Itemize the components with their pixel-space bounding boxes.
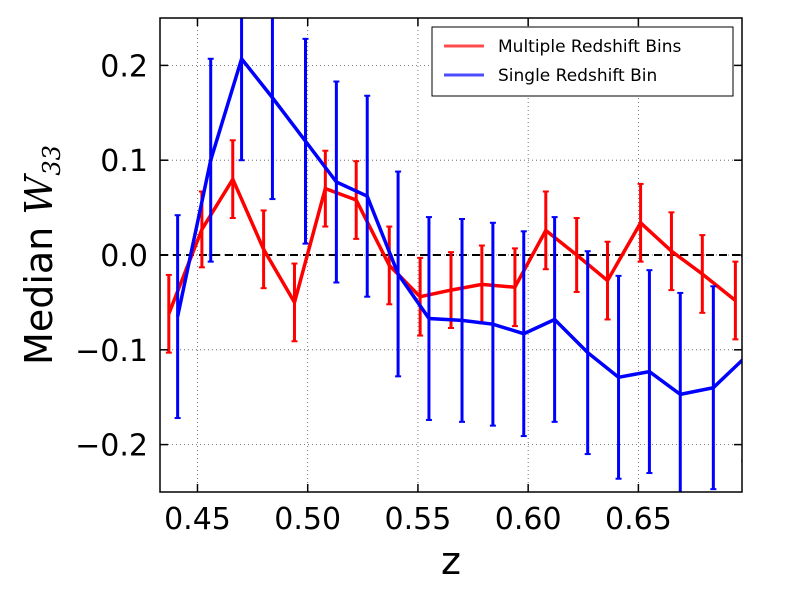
series-1 [174, 18, 742, 492]
x-tick-label: 0.60 [495, 502, 562, 537]
series-line [167, 175, 737, 315]
tick-labels: 0.45 0.50 0.55 0.60 0.65 −0.2 −0.1 0.0 0.1 0.2 [75, 49, 672, 537]
x-tick-label: 0.45 [164, 502, 231, 537]
legend-label-multiple: Multiple Redshift Bins [498, 37, 681, 57]
y-tick-label: 0.0 [100, 239, 148, 274]
y-axis-title: Median W33 [17, 145, 66, 365]
legend: Multiple Redshift Bins Single Redshift B… [431, 26, 734, 97]
series-0 [165, 139, 739, 354]
ticks [160, 18, 742, 492]
y-axis-title-subscript: 33 [38, 145, 66, 176]
legend-box [431, 26, 734, 97]
x-tick-label: 0.50 [274, 502, 341, 537]
x-tick-label: 0.55 [385, 502, 452, 537]
y-axis-title-text: Median [17, 215, 61, 365]
y-tick-label: −0.1 [75, 334, 148, 369]
legend-label-single: Single Redshift Bin [498, 66, 657, 86]
y-tick-label: −0.2 [75, 429, 148, 464]
y-axis-title-symbol: W [17, 173, 61, 215]
y-tick-label: 0.2 [100, 49, 148, 84]
x-tick-label: 0.65 [605, 502, 672, 537]
series-line [175, 55, 742, 397]
series-layer [165, 18, 742, 492]
y-tick-label: 0.1 [100, 144, 148, 179]
x-axis-title: z [441, 539, 461, 583]
